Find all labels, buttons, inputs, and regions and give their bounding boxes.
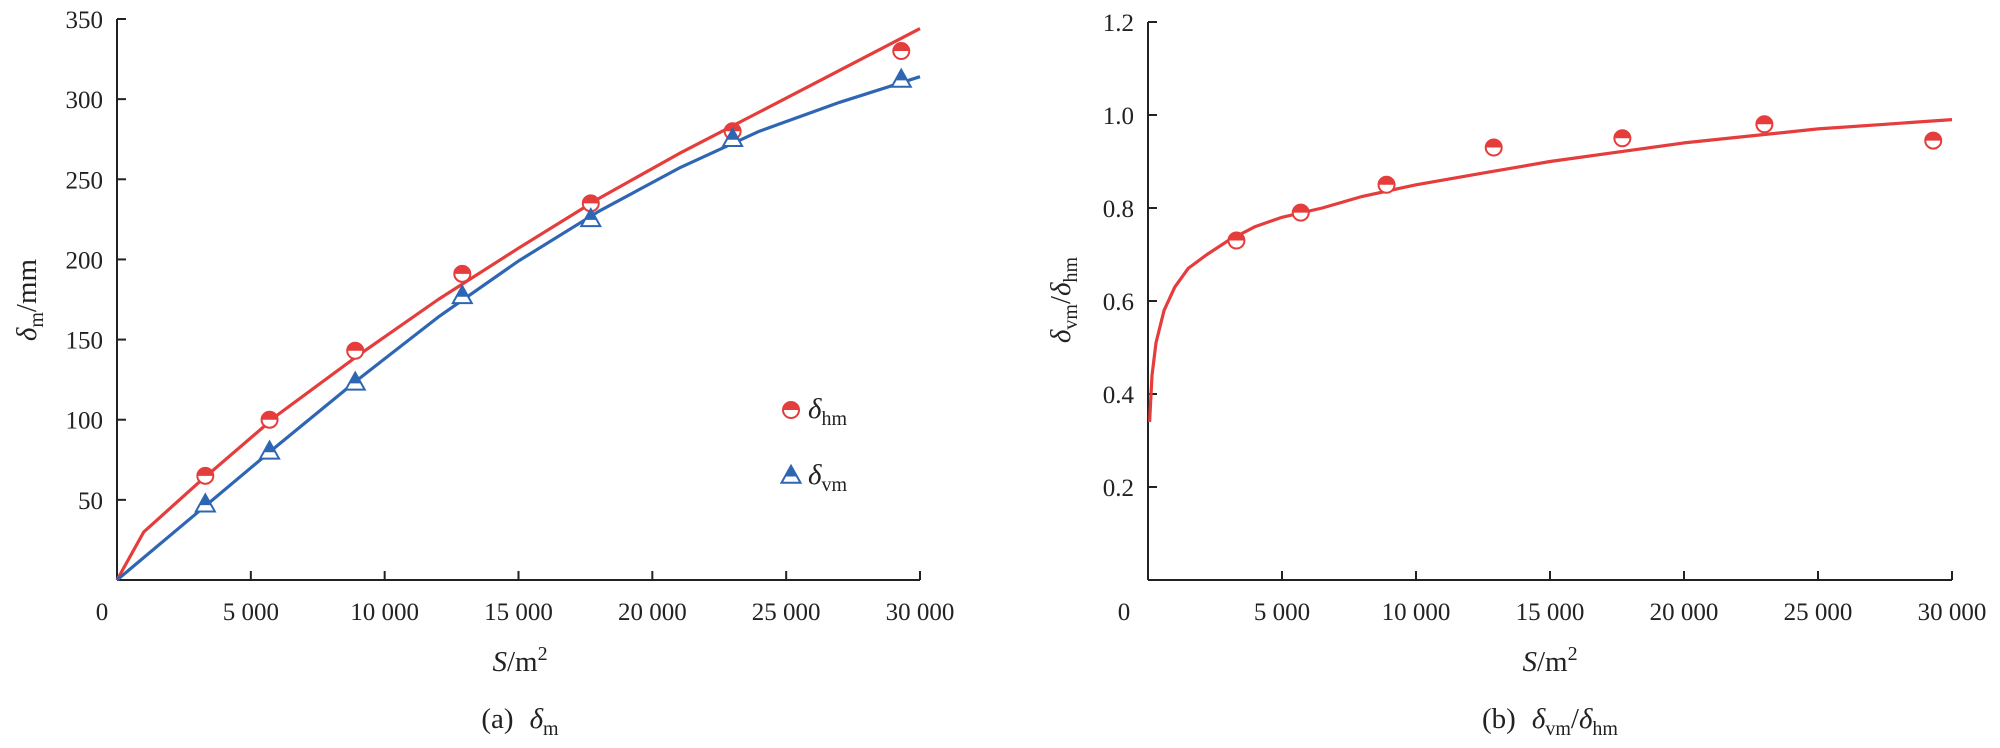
- panel-b-data-point: [1227, 231, 1246, 250]
- panel-a-data-point: [196, 466, 215, 485]
- panel-a-ticks: 5 000 10 000 15 000 20 000 25 000 30 000 50 100…: [66, 7, 955, 626]
- panel-a-points: [194, 42, 913, 513]
- panel-a-data-point: [721, 126, 744, 148]
- panel-b-x-tick-label: 5 000: [1254, 599, 1310, 626]
- panel-b-y-tick-label: 0.2: [1103, 475, 1134, 502]
- panel-a-data-point: [194, 492, 217, 513]
- panel-a-y-tick-label: 100: [66, 408, 104, 435]
- panel-a-data-point: [579, 207, 602, 228]
- legend-label-hm: δhm: [808, 393, 847, 430]
- panel-b-x-tick-label: 25 000: [1784, 599, 1853, 626]
- panel-a-fit-lines: [115, 27, 921, 582]
- panel-a-data-point: [344, 370, 367, 391]
- panel-b-data-point: [1613, 129, 1632, 148]
- panel-a-x-tick-label: 20 000: [618, 599, 687, 626]
- legend-marker-hm: [782, 401, 800, 419]
- panel-a-data-point: [453, 264, 472, 283]
- panel-b-data-point: [1291, 203, 1310, 222]
- panel-b-origin-label: 0: [1118, 599, 1131, 626]
- panel-b-y-tick-label: 0.4: [1103, 382, 1135, 409]
- panel-b-xlabel: S/m2: [1522, 643, 1577, 678]
- panel-a-legend: δhm δvm: [779, 393, 847, 496]
- panel-b-x-tick-label: 10 000: [1382, 599, 1451, 626]
- panel-a-data-point: [346, 341, 365, 360]
- legend-marker-vm: [779, 463, 803, 484]
- panel-a-fit-line-1: [115, 75, 921, 582]
- panel-a-data-point: [260, 410, 279, 429]
- panel-a-x-tick-label: 30 000: [886, 599, 955, 626]
- panel-b-fit-line-0: [1148, 118, 1953, 422]
- panel-b-x-tick-label: 20 000: [1650, 599, 1719, 626]
- panel-a-x-tick-label: 10 000: [350, 599, 419, 626]
- panel-a-y-tick-label: 250: [66, 167, 104, 194]
- panel-a-origin-label: 0: [96, 599, 109, 626]
- legend-triangle-marker: [779, 463, 803, 484]
- legend-circle-marker: [782, 401, 800, 419]
- panel-a-data-point: [451, 284, 474, 305]
- panel-b-points: [1227, 115, 1943, 250]
- panel-a-fit-line-0: [115, 27, 921, 581]
- panel-b-caption: (b) δvm/δhm: [1482, 703, 1618, 740]
- legend-label-vm: δvm: [808, 459, 847, 496]
- panel-a-xlabel: S/m2: [492, 643, 547, 678]
- panel-a-x-tick-label: 25 000: [752, 599, 821, 626]
- panel-a-x-tick-label: 5 000: [223, 599, 279, 626]
- panel-a-chart: 5 000 10 000 15 000 20 000 25 000 30 000 50 100…: [11, 7, 954, 740]
- panel-a-y-tick-label: 200: [66, 247, 104, 274]
- panel-a-data-point: [581, 194, 600, 213]
- panel-b-y-tick-label: 0.8: [1103, 196, 1134, 223]
- panel-b-chart: 5 000 10 000 15 000 20 000 25 000 30 000 0.2 0.…: [1045, 10, 1986, 740]
- panel-a-caption: (a) δm: [481, 703, 559, 740]
- panel-a-y-tick-label: 300: [66, 87, 104, 114]
- panel-b-data-point: [1377, 175, 1396, 194]
- panel-a-x-tick-label: 15 000: [484, 599, 553, 626]
- panel-b-fit-lines: [1148, 118, 1953, 422]
- panel-b-data-point: [1755, 115, 1774, 134]
- panel-b-y-tick-label: 1.0: [1103, 103, 1134, 130]
- panel-a-data-point: [892, 42, 911, 61]
- panel-a-y-tick-label: 350: [66, 7, 104, 34]
- panel-b-ylabel: δvm/δhm: [1045, 256, 1082, 343]
- panel-a-data-point: [258, 439, 281, 460]
- panel-b-ticks: 5 000 10 000 15 000 20 000 25 000 30 000 0.2 0.…: [1103, 10, 1987, 626]
- panel-b-x-tick-label: 30 000: [1918, 599, 1987, 626]
- panel-a-data-point: [890, 67, 913, 88]
- panel-b-y-tick-label: 0.6: [1103, 289, 1134, 316]
- panel-b-data-point: [1484, 138, 1503, 157]
- panel-b-y-tick-label: 1.2: [1103, 10, 1134, 37]
- panel-a-y-tick-label: 50: [78, 488, 103, 515]
- panel-b-data-point: [1924, 131, 1943, 150]
- panel-a-y-tick-label: 150: [66, 328, 104, 355]
- panel-a-ylabel: δm/mm: [11, 258, 48, 341]
- panel-b-x-tick-label: 15 000: [1516, 599, 1585, 626]
